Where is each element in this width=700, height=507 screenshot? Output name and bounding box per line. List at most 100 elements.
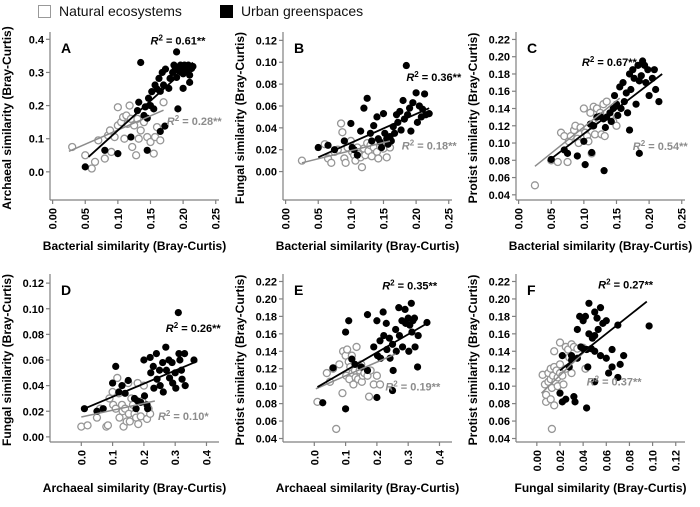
x-tick-label: 0.4 — [201, 449, 213, 465]
panel-b-scatter: 0.00 0.02 0.04 0.06 0.08 0.10 0.12 0.00 0.05 0.10… — [233, 32, 462, 253]
x-tick-label: 0.05 — [546, 208, 558, 229]
y-tick-label: 0.04 — [23, 381, 45, 393]
y-tick-label: 0.18 — [489, 311, 510, 323]
y-tick-label: 0.10 — [256, 57, 277, 69]
natural-r2-label: R2 = 0.10* — [158, 409, 209, 423]
y-tick-label: 0.02 — [23, 406, 44, 418]
natural-r2-label: R2 = 0.19** — [385, 380, 441, 394]
natural-points — [313, 342, 385, 434]
x-axis-title: Archaeal similarity (Bray-Curtis) — [43, 481, 226, 495]
figure-grid: 0.0 0.1 0.2 0.3 0.4 0.00 0.05 0.10 0.15 0.20 0.25 B… — [0, 24, 700, 504]
y-tick-label: 0.22 — [489, 34, 510, 46]
panel-a-scatter: 0.0 0.1 0.2 0.3 0.4 0.00 0.05 0.10 0.15 0.20 0.25 B… — [0, 26, 226, 253]
y-tick-label: 0.16 — [489, 86, 510, 98]
y-tick-label: 0.0 — [29, 167, 44, 179]
y-tick-label: 0.04 — [489, 434, 511, 446]
panel-letter: E — [294, 282, 303, 298]
y-axis-title: Protist similarity (Bray-Curtis) — [233, 275, 247, 446]
natural-r2-label: R2 = 0.28** — [167, 114, 223, 128]
open-square-icon — [38, 4, 51, 18]
x-tick-label: 0.10 — [648, 450, 660, 471]
urban-regression-line — [317, 107, 430, 159]
x-tick-label: 0.00 — [281, 208, 293, 229]
y-tick-label: 0.06 — [256, 101, 277, 113]
x-tick-label: 0.02 — [555, 450, 567, 471]
y-tick-label: 0.06 — [23, 355, 44, 367]
x-tick-label: 0.15 — [145, 208, 157, 229]
x-tick-label: 0.04 — [578, 449, 590, 471]
x-tick-label: 0.00 — [514, 208, 526, 229]
urban-points — [81, 48, 197, 171]
y-tick-label: 0.08 — [489, 155, 510, 167]
x-tick-label: 0.3 — [403, 450, 415, 465]
y-tick-label: 0.14 — [256, 346, 278, 358]
urban-regression-line — [316, 320, 431, 388]
panel-c-scatter: 0.04 0.06 0.08 0.10 0.12 0.14 0.16 0.18 0.20 0.22… — [466, 32, 692, 253]
y-tick-label: 0.10 — [489, 138, 510, 150]
natural-r2-label: R2 = 0.54** — [633, 139, 689, 153]
y-tick-label: 0.22 — [489, 276, 510, 288]
urban-regression-line — [80, 360, 198, 411]
panel-letter: C — [527, 40, 537, 56]
y-tick-label: 0.06 — [256, 416, 277, 428]
x-tick-label: 0.20 — [411, 208, 423, 229]
x-tick-label: 0.2 — [139, 450, 151, 465]
y-tick-label: 0.16 — [256, 329, 277, 341]
legend-item-urban: Urban greenspaces — [219, 3, 364, 19]
panel-letter: B — [294, 40, 304, 56]
urban-regression-line — [87, 61, 194, 158]
x-tick-label: 0.4 — [434, 449, 446, 465]
legend: Natural ecosystems Urban greenspaces — [38, 3, 363, 19]
y-tick-label: 0.1 — [29, 134, 44, 146]
x-tick-label: 0.00 — [48, 208, 60, 229]
panel-row-2: 0.00 0.02 0.04 0.06 0.08 0.10 0.12 0.0 0.1 0.2 0.3… — [0, 266, 700, 504]
x-tick-label: 0.15 — [611, 208, 623, 229]
x-tick-label: 0.10 — [579, 208, 591, 229]
legend-label-urban: Urban greenspaces — [240, 3, 364, 19]
y-tick-label: 0.20 — [489, 294, 510, 306]
urban-points — [80, 308, 198, 415]
x-tick-label: 0.3 — [170, 450, 182, 465]
y-tick-label: 0.04 — [256, 434, 278, 446]
panel-d-scatter: 0.00 0.02 0.04 0.06 0.08 0.10 0.12 0.0 0.1 0.2 0.3… — [0, 274, 226, 495]
y-tick-label: 0.20 — [489, 52, 510, 64]
y-tick-label: 0.12 — [23, 278, 44, 290]
urban-regression-line — [559, 300, 648, 372]
urban-r2-label: R2 = 0.67** — [582, 55, 638, 69]
y-tick-label: 0.06 — [489, 173, 510, 185]
x-tick-label: 0.0 — [309, 450, 321, 465]
urban-r2-label: R2 = 0.35** — [382, 278, 438, 292]
y-tick-label: 0.08 — [256, 79, 277, 91]
x-tick-label: 0.25 — [211, 208, 223, 229]
natural-regression-line — [301, 140, 391, 164]
legend-label-natural: Natural ecosystems — [59, 3, 182, 19]
y-tick-label: 0.18 — [256, 311, 277, 323]
y-tick-label: 0.10 — [256, 381, 277, 393]
x-tick-label: 0.08 — [624, 450, 636, 471]
natural-regression-line — [534, 97, 621, 167]
y-tick-label: 0.04 — [489, 190, 511, 202]
natural-r2-label: R2 = 0.37** — [587, 374, 643, 388]
x-tick-label: 0.20 — [644, 208, 656, 229]
x-axis-title: Archaeal similarity (Bray-Curtis) — [276, 481, 459, 495]
urban-points — [547, 57, 663, 175]
urban-r2-label: R2 = 0.27** — [598, 277, 654, 291]
x-tick-label: 0.15 — [378, 208, 390, 229]
panel-f-scatter: 0.04 0.06 0.08 0.10 0.12 0.14 0.16 0.18 0.20 0.22… — [466, 274, 687, 495]
panel-row-1: 0.0 0.1 0.2 0.3 0.4 0.00 0.05 0.10 0.15 0.20 0.25 B… — [0, 24, 700, 262]
natural-regression-line — [315, 353, 396, 390]
panel-e-scatter: 0.04 0.06 0.08 0.10 0.12 0.14 0.16 0.18 0.20 0.22… — [233, 274, 459, 495]
panel-letter: F — [527, 282, 536, 298]
urban-r2-label: R2 = 0.26** — [166, 321, 222, 335]
x-tick-label: 0.00 — [532, 450, 544, 471]
panel-letter: A — [61, 40, 71, 56]
natural-r2-label: R2 = 0.18** — [402, 139, 458, 153]
y-tick-label: 0.12 — [256, 364, 277, 376]
y-axis-title: Protist similarity (Bray-Curtis) — [466, 33, 480, 204]
y-tick-label: 0.12 — [489, 364, 510, 376]
x-tick-label: 0.2 — [372, 450, 384, 465]
y-axis-title: Protist similarity (Bray-Curtis) — [466, 275, 480, 446]
y-tick-label: 0.20 — [256, 294, 277, 306]
x-axis-title: Fungal similarity (Bray-Curtis) — [514, 481, 686, 495]
filled-square-icon — [219, 4, 233, 18]
